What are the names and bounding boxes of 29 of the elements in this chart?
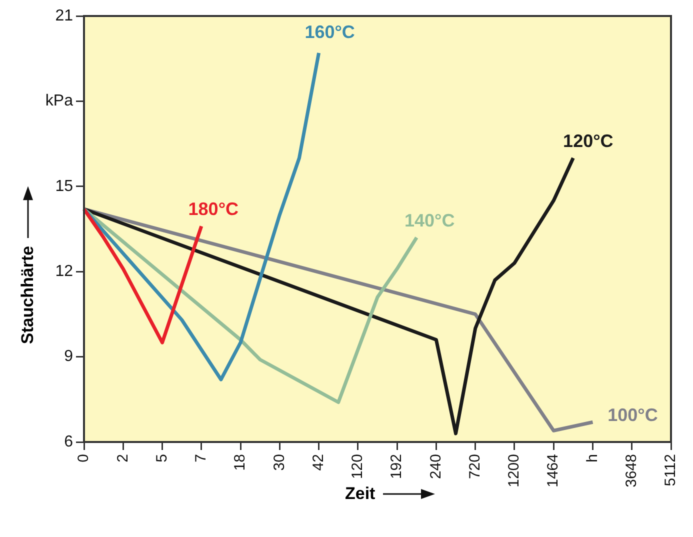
y-tick-label: 6 [64,433,74,450]
x-tick-label: 7 [192,454,210,462]
x-tick-label: 18 [232,454,249,471]
x-tick-label: 5112 [662,454,680,486]
x-axis-title: Zeit [345,484,376,504]
series-label: 180°C [188,199,239,220]
x-tick-label: 120 [349,454,366,480]
x-tick-label: 1200 [506,454,523,488]
x-tick-label: 42 [310,454,327,471]
y-tick-label: 9 [64,348,74,366]
y-tick-label: kPa [45,92,74,110]
x-tick-label: 30 [270,454,288,471]
series-label: 140°C [404,210,455,230]
y-tick-label: 15 [55,178,74,195]
y-tick-label: 21 [55,7,74,24]
x-tick-label: 2 [114,454,132,462]
x-tick-label: 192 [388,454,406,480]
series-label: 120°C [563,130,614,151]
series-label: 100°C [608,405,658,426]
y-tick-label: 12 [55,263,74,280]
x-tick-label: 1464 [544,454,562,488]
x-tick-label: 3648 [623,454,640,488]
x-tick-label: 0 [75,454,92,462]
x-tick-label: h [584,454,601,462]
y-axis-title: Stauchhärte [18,246,38,344]
x-tick-label: 5 [153,454,170,462]
x-tick-label: 720 [466,454,484,480]
series-label: 160°C [304,22,355,42]
x-tick-label: 240 [427,454,444,480]
